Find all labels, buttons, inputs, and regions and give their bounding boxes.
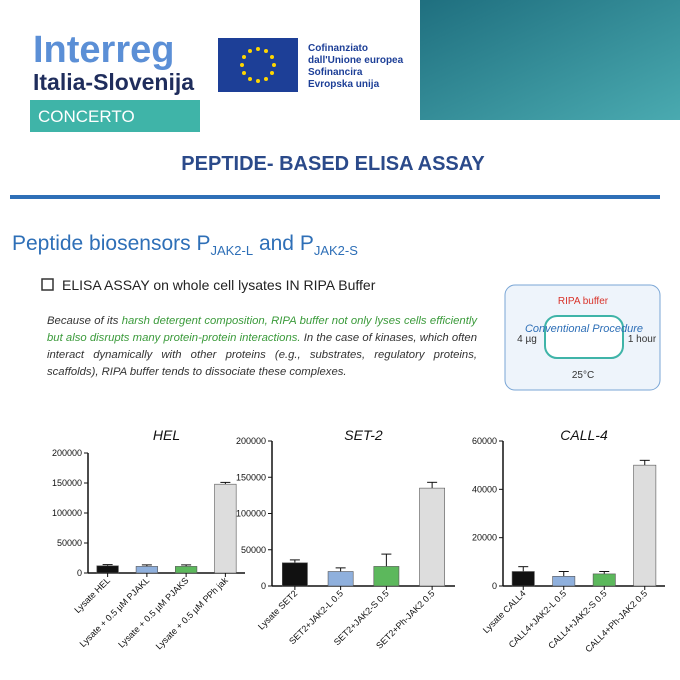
y-tick-label: 200000 bbox=[236, 436, 266, 446]
eu-text: dall'Unione europea bbox=[308, 55, 404, 66]
y-tick-label: 0 bbox=[77, 568, 82, 578]
y-tick-label: 50000 bbox=[241, 545, 266, 555]
project: CONCERTO bbox=[38, 107, 135, 126]
y-tick-label: 40000 bbox=[472, 484, 497, 494]
x-tick-label: Lysate SET2 bbox=[256, 588, 299, 631]
project-box bbox=[30, 100, 200, 132]
bar bbox=[135, 566, 158, 574]
bar bbox=[511, 571, 535, 587]
bar bbox=[214, 483, 237, 574]
heading-sub: JAK2-L bbox=[210, 243, 253, 258]
eu-text: Cofinanziato bbox=[308, 43, 368, 54]
y-tick-label: 100000 bbox=[52, 508, 82, 518]
diagram-bottom: 25°C bbox=[572, 370, 594, 381]
y-tick-label: 60000 bbox=[472, 436, 497, 446]
y-tick-label: 100000 bbox=[236, 509, 266, 519]
heading-text: and P bbox=[253, 232, 314, 255]
bar bbox=[552, 576, 576, 587]
x-tick-label: Lysate + 0.5 µM PJAKS bbox=[116, 575, 190, 649]
diagram-center-box bbox=[544, 315, 624, 359]
paragraph-highlight: harsh detergent composition, RIPA buffer… bbox=[47, 315, 477, 344]
eu-stars bbox=[240, 47, 276, 83]
y-tick-label: 200000 bbox=[52, 448, 82, 458]
paragraph-text: Because of its bbox=[47, 315, 122, 327]
chart-title: SET-2 bbox=[344, 427, 383, 443]
header-band bbox=[420, 0, 680, 120]
y-tick-label: 150000 bbox=[236, 472, 266, 482]
bullet-box bbox=[41, 278, 54, 291]
diagram-left: 4 µg bbox=[517, 334, 537, 345]
bar bbox=[327, 571, 354, 587]
diagram-title: RIPA buffer bbox=[558, 296, 609, 307]
eu-text: Evropska unija bbox=[308, 79, 380, 90]
chart-title: HEL bbox=[153, 427, 180, 443]
slide-title: PEPTIDE- BASED ELISA ASSAY bbox=[181, 153, 485, 175]
paragraph: Because of its harsh detergent compositi… bbox=[47, 313, 477, 381]
bar bbox=[373, 566, 400, 587]
diagram-right: 1 hour bbox=[628, 334, 657, 345]
bar bbox=[633, 464, 657, 587]
y-tick-label: 50000 bbox=[57, 538, 82, 548]
y-tick-label: 20000 bbox=[472, 533, 497, 543]
y-tick-label: 0 bbox=[492, 581, 497, 591]
chart-title: CALL-4 bbox=[560, 427, 608, 443]
x-tick-label: Lysate HEL bbox=[72, 575, 112, 615]
divider bbox=[10, 195, 660, 199]
bar bbox=[175, 566, 198, 574]
bar bbox=[281, 562, 308, 587]
bullet: ELISA ASSAY on whole cell lysates IN RIP… bbox=[62, 277, 376, 293]
heading-sub: JAK2-S bbox=[314, 243, 358, 258]
x-tick-label: Lysate + 0.5 µM PJAKL bbox=[78, 575, 152, 649]
bar bbox=[419, 487, 446, 587]
y-tick-label: 0 bbox=[261, 581, 266, 591]
logo-line2: Italia-Slovenija bbox=[33, 69, 194, 95]
paragraph-text: In the case of kinases, which often inte… bbox=[47, 332, 477, 378]
x-tick-label: Lysate + 0.5 µM PPh jak bbox=[154, 575, 230, 651]
heading: Peptide biosensors PJAK2-L and PJAK2-S bbox=[12, 232, 358, 258]
bar bbox=[96, 565, 119, 574]
y-tick-label: 150000 bbox=[52, 478, 82, 488]
bar bbox=[592, 573, 616, 587]
diagram-center: Conventional Procedure bbox=[525, 323, 643, 335]
eu-text: Sofinancira bbox=[308, 67, 363, 78]
heading-text: Peptide biosensors P bbox=[12, 232, 210, 255]
logo-line1: Interreg bbox=[33, 29, 174, 71]
